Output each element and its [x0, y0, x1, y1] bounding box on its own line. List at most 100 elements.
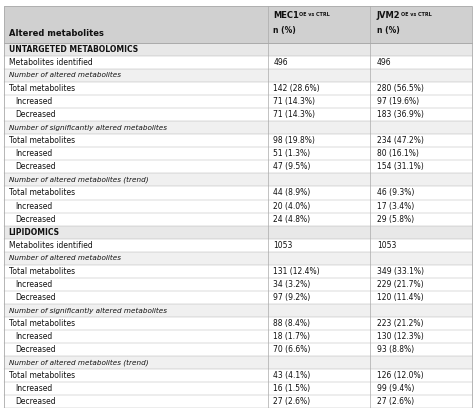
Text: 34 (3.2%): 34 (3.2%) — [273, 280, 311, 289]
Text: Decreased: Decreased — [16, 110, 56, 119]
Text: 496: 496 — [377, 58, 392, 67]
Text: MEC1: MEC1 — [273, 11, 300, 20]
Text: Metabolites identified: Metabolites identified — [9, 58, 92, 67]
Bar — [4, 95, 472, 108]
Text: 27 (2.6%): 27 (2.6%) — [273, 397, 310, 406]
Text: 17 (3.4%): 17 (3.4%) — [377, 202, 414, 211]
Text: 18 (1.7%): 18 (1.7%) — [273, 332, 310, 341]
Text: 349 (33.1%): 349 (33.1%) — [377, 267, 424, 276]
Bar — [4, 213, 472, 226]
Bar — [4, 356, 472, 369]
Bar — [4, 291, 472, 304]
Text: Metabolites identified: Metabolites identified — [9, 241, 92, 250]
Bar — [4, 395, 472, 408]
Text: Total metabolites: Total metabolites — [9, 188, 75, 197]
Text: JVM2: JVM2 — [377, 11, 401, 20]
Text: 496: 496 — [273, 58, 288, 67]
Bar — [4, 160, 472, 173]
Text: OE vs CTRL: OE vs CTRL — [299, 12, 329, 17]
Bar — [4, 343, 472, 356]
Text: 98 (19.8%): 98 (19.8%) — [273, 136, 315, 145]
Bar — [4, 173, 472, 186]
Text: 27 (2.6%): 27 (2.6%) — [377, 397, 414, 406]
Bar — [4, 304, 472, 317]
Text: 24 (4.8%): 24 (4.8%) — [273, 215, 310, 224]
Bar — [4, 121, 472, 134]
Text: LIPIDOMICS: LIPIDOMICS — [9, 228, 60, 237]
Text: 51 (1.3%): 51 (1.3%) — [273, 149, 310, 158]
Text: Number of significantly altered metabolites: Number of significantly altered metaboli… — [9, 308, 166, 313]
Bar — [4, 147, 472, 160]
Text: Increased: Increased — [16, 202, 53, 211]
Text: 44 (8.9%): 44 (8.9%) — [273, 188, 311, 197]
Bar — [4, 317, 472, 330]
Text: 29 (5.8%): 29 (5.8%) — [377, 215, 414, 224]
Text: 47 (9.5%): 47 (9.5%) — [273, 162, 311, 171]
Text: Increased: Increased — [16, 332, 53, 341]
Text: n (%): n (%) — [377, 27, 400, 35]
Text: 97 (19.6%): 97 (19.6%) — [377, 97, 419, 106]
Text: 142 (28.6%): 142 (28.6%) — [273, 84, 320, 93]
Text: 234 (47.2%): 234 (47.2%) — [377, 136, 424, 145]
Bar — [4, 56, 472, 69]
Text: Number of altered metabolites: Number of altered metabolites — [9, 255, 120, 261]
Text: 280 (56.5%): 280 (56.5%) — [377, 84, 424, 93]
Text: Total metabolites: Total metabolites — [9, 267, 75, 276]
Bar — [268, 6, 370, 43]
Text: 223 (21.2%): 223 (21.2%) — [377, 319, 423, 328]
Text: 126 (12.0%): 126 (12.0%) — [377, 371, 423, 380]
Text: 43 (4.1%): 43 (4.1%) — [273, 371, 311, 380]
Text: Increased: Increased — [16, 97, 53, 106]
Bar — [4, 82, 472, 95]
Bar — [4, 108, 472, 121]
Text: 93 (8.8%): 93 (8.8%) — [377, 345, 414, 354]
Text: Decreased: Decreased — [16, 162, 56, 171]
Text: 80 (16.1%): 80 (16.1%) — [377, 149, 419, 158]
Text: 183 (36.9%): 183 (36.9%) — [377, 110, 424, 119]
Text: 97 (9.2%): 97 (9.2%) — [273, 293, 311, 302]
Bar — [4, 134, 472, 147]
Text: 1053: 1053 — [377, 241, 396, 250]
Bar — [4, 382, 472, 395]
Text: 131 (12.4%): 131 (12.4%) — [273, 267, 320, 276]
Text: Total metabolites: Total metabolites — [9, 371, 75, 380]
Text: 130 (12.3%): 130 (12.3%) — [377, 332, 424, 341]
Text: Number of altered metabolites (trend): Number of altered metabolites (trend) — [9, 359, 148, 366]
Text: 20 (4.0%): 20 (4.0%) — [273, 202, 311, 211]
Bar — [4, 239, 472, 252]
Text: Number of altered metabolites: Number of altered metabolites — [9, 73, 120, 78]
Text: Number of altered metabolites (trend): Number of altered metabolites (trend) — [9, 177, 148, 183]
Text: Decreased: Decreased — [16, 397, 56, 406]
Text: 154 (31.1%): 154 (31.1%) — [377, 162, 424, 171]
Text: Increased: Increased — [16, 384, 53, 393]
Bar — [4, 252, 472, 265]
Bar — [4, 200, 472, 213]
Text: 46 (9.3%): 46 (9.3%) — [377, 188, 414, 197]
Text: n (%): n (%) — [273, 27, 296, 35]
Bar — [4, 69, 472, 82]
Text: Decreased: Decreased — [16, 345, 56, 354]
Text: 229 (21.7%): 229 (21.7%) — [377, 280, 423, 289]
Text: Decreased: Decreased — [16, 215, 56, 224]
Text: Increased: Increased — [16, 149, 53, 158]
Text: 99 (9.4%): 99 (9.4%) — [377, 384, 414, 393]
Text: 120 (11.4%): 120 (11.4%) — [377, 293, 423, 302]
Text: Increased: Increased — [16, 280, 53, 289]
Text: Altered metabolites: Altered metabolites — [9, 29, 103, 38]
Bar — [4, 265, 472, 278]
Text: 1053: 1053 — [273, 241, 293, 250]
Text: Decreased: Decreased — [16, 293, 56, 302]
Bar — [4, 278, 472, 291]
Text: Total metabolites: Total metabolites — [9, 319, 75, 328]
Bar — [4, 6, 268, 43]
Bar — [4, 330, 472, 343]
Text: Total metabolites: Total metabolites — [9, 136, 75, 145]
Text: 88 (8.4%): 88 (8.4%) — [273, 319, 310, 328]
Text: 71 (14.3%): 71 (14.3%) — [273, 97, 316, 106]
Bar — [4, 186, 472, 200]
Text: 70 (6.6%): 70 (6.6%) — [273, 345, 311, 354]
Bar — [4, 226, 472, 239]
Text: Total metabolites: Total metabolites — [9, 84, 75, 93]
Text: UNTARGETED METABOLOMICS: UNTARGETED METABOLOMICS — [9, 45, 137, 54]
Bar — [4, 43, 472, 56]
